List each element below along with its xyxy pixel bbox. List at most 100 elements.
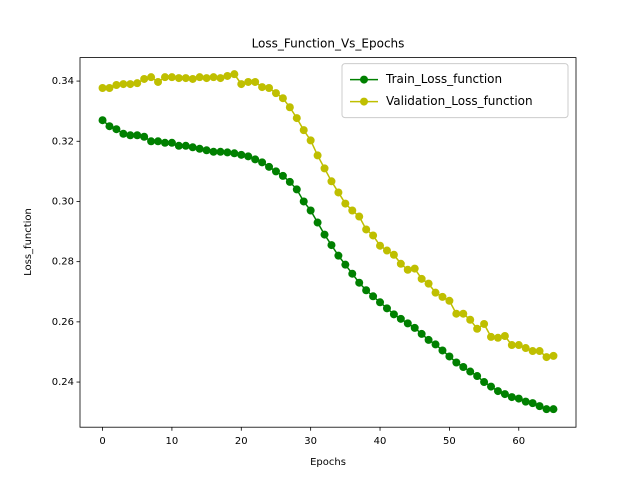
data-point — [188, 143, 197, 152]
data-point — [112, 80, 121, 89]
data-point — [292, 185, 301, 194]
data-point — [251, 77, 260, 86]
data-point — [396, 259, 405, 268]
data-point — [438, 346, 447, 355]
x-tick-label: 60 — [512, 436, 525, 447]
data-point — [147, 137, 156, 146]
data-point — [160, 138, 169, 147]
data-point — [126, 131, 135, 140]
data-point — [382, 246, 391, 255]
data-point — [521, 344, 530, 353]
data-point — [334, 251, 343, 260]
data-point — [237, 80, 246, 89]
data-point — [424, 335, 433, 344]
data-point — [320, 164, 329, 173]
data-point — [514, 341, 523, 350]
data-point — [389, 250, 398, 259]
x-tick-label: 30 — [304, 436, 317, 447]
data-point — [140, 132, 149, 141]
plot-frame — [79, 57, 577, 428]
data-point — [507, 341, 516, 350]
data-point — [223, 148, 232, 157]
data-point — [244, 77, 253, 86]
data-point — [376, 298, 385, 307]
data-point — [188, 74, 197, 83]
data-point — [487, 332, 496, 341]
data-point — [452, 358, 461, 367]
data-point — [140, 74, 149, 83]
data-point — [105, 83, 114, 92]
data-point — [369, 231, 378, 240]
data-point — [230, 70, 239, 79]
data-point — [209, 147, 218, 156]
data-point — [348, 206, 357, 215]
data-point — [396, 314, 405, 323]
data-point — [133, 79, 142, 88]
y-tick-label: 0.28 — [52, 257, 74, 268]
data-point — [355, 212, 364, 221]
data-point — [216, 147, 225, 156]
data-point — [417, 329, 426, 338]
data-point — [119, 129, 128, 138]
data-point — [521, 397, 530, 406]
data-point — [195, 73, 204, 82]
x-axis-label: Epochs — [310, 457, 346, 468]
data-point — [542, 353, 551, 362]
data-point — [265, 83, 274, 92]
data-point — [133, 131, 142, 140]
data-point — [167, 73, 176, 82]
data-point — [535, 402, 544, 411]
x-tick-label: 40 — [374, 436, 387, 447]
data-point — [348, 269, 357, 278]
y-tick-label: 0.34 — [52, 76, 74, 87]
data-point — [195, 144, 204, 153]
data-point — [126, 80, 135, 89]
data-point — [202, 146, 211, 155]
data-point — [181, 74, 190, 83]
data-point — [549, 351, 558, 360]
data-point — [341, 260, 350, 269]
data-point — [278, 94, 287, 103]
data-point — [466, 367, 475, 376]
legend-label: Validation_Loss_function — [386, 94, 533, 108]
data-point — [334, 188, 343, 197]
data-point — [445, 296, 454, 305]
data-point — [167, 138, 176, 147]
chart-title: Loss_Function_Vs_Epochs — [252, 37, 405, 51]
data-point — [306, 206, 315, 215]
data-point — [209, 73, 218, 82]
data-point — [341, 199, 350, 208]
y-tick-label: 0.30 — [52, 196, 74, 207]
data-point — [424, 279, 433, 288]
data-point — [244, 152, 253, 161]
data-point — [362, 286, 371, 295]
data-point — [181, 141, 190, 150]
x-tick-label: 50 — [443, 436, 456, 447]
data-point — [154, 77, 163, 86]
data-point — [299, 197, 308, 206]
data-point — [480, 378, 489, 387]
data-point — [382, 304, 391, 313]
data-point — [147, 73, 156, 82]
data-point — [507, 393, 516, 402]
data-point — [500, 390, 509, 399]
data-point — [459, 363, 468, 372]
data-point — [445, 352, 454, 361]
x-tick-label: 10 — [166, 436, 179, 447]
data-point — [327, 241, 336, 250]
data-point — [320, 230, 329, 239]
data-point — [313, 151, 322, 160]
data-point — [500, 332, 509, 341]
data-point — [438, 292, 447, 301]
y-tick-label: 0.26 — [52, 317, 74, 328]
data-point — [410, 323, 419, 332]
data-point — [299, 126, 308, 135]
data-point — [258, 83, 267, 92]
data-point — [271, 89, 280, 98]
data-point — [285, 177, 294, 186]
data-point — [452, 309, 461, 318]
data-point — [292, 114, 301, 123]
data-point — [230, 149, 239, 158]
data-point — [493, 333, 502, 342]
